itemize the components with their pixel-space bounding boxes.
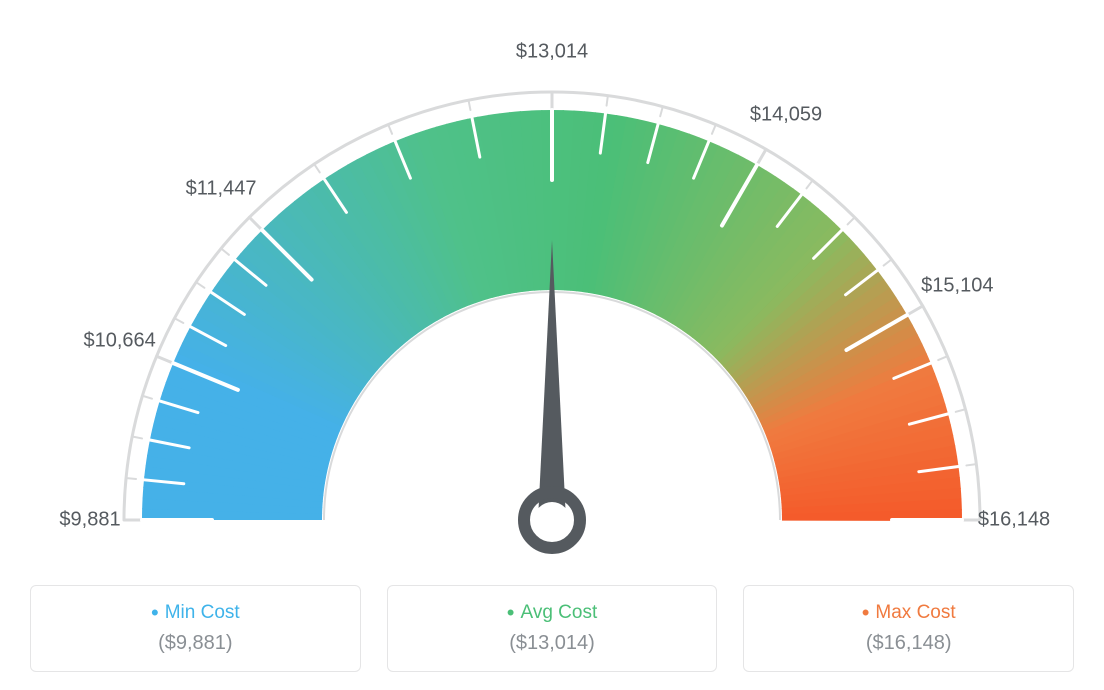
gauge-tick-label: $15,104 xyxy=(921,275,993,298)
gauge-tick-label: $13,014 xyxy=(516,41,588,64)
gauge-tick-label: $11,447 xyxy=(186,178,257,201)
max-cost-title-text: Max Cost xyxy=(875,602,955,623)
avg-cost-title: •Avg Cost xyxy=(388,600,717,626)
min-cost-title: •Min Cost xyxy=(31,600,360,626)
gauge-tick-label: $16,148 xyxy=(978,509,1050,532)
dot-icon: • xyxy=(151,600,165,625)
min-cost-title-text: Min Cost xyxy=(165,602,240,623)
gauge-area: $9,881 $10,664 $11,447 $13,014 $14,059 $15,10… xyxy=(0,0,1104,555)
gauge-tick-label: $10,664 xyxy=(83,329,155,352)
avg-cost-card: •Avg Cost ($13,014) xyxy=(387,585,718,672)
dot-icon: • xyxy=(862,600,876,625)
gauge-tick-label: $14,059 xyxy=(750,103,822,126)
summary-cards: •Min Cost ($9,881) •Avg Cost ($13,014) •… xyxy=(30,585,1074,672)
min-cost-value: ($9,881) xyxy=(31,632,360,655)
max-cost-title: •Max Cost xyxy=(744,600,1073,626)
max-cost-value: ($16,148) xyxy=(744,632,1073,655)
chart-wrapper: $9,881 $10,664 $11,447 $13,014 $14,059 $15,10… xyxy=(0,0,1104,690)
gauge-tick-label: $9,881 xyxy=(59,509,120,532)
avg-cost-title-text: Avg Cost xyxy=(520,602,597,623)
avg-cost-value: ($13,014) xyxy=(388,632,717,655)
dot-icon: • xyxy=(507,600,521,625)
min-cost-card: •Min Cost ($9,881) xyxy=(30,585,361,672)
gauge-svg xyxy=(52,40,1052,560)
max-cost-card: •Max Cost ($16,148) xyxy=(743,585,1074,672)
